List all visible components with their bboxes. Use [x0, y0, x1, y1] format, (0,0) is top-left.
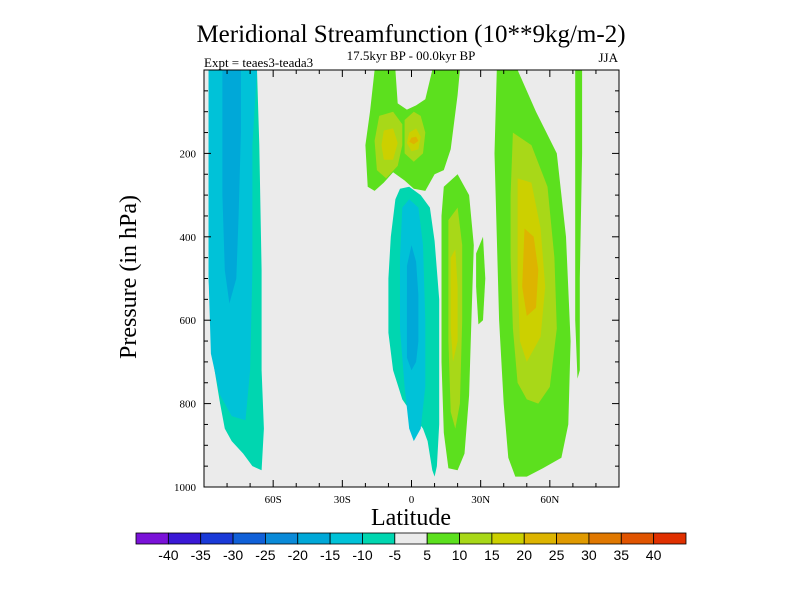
colorbar-box [200, 532, 234, 545]
contour-fills [208, 70, 583, 477]
y-axis-label: Pressure (in hPa) [116, 195, 142, 359]
nh-thin-positive [476, 236, 486, 325]
nh-subtropical-positive-level-3-polygon-2 [450, 249, 458, 362]
colorbar-box [329, 532, 363, 545]
colorbar-box [620, 532, 655, 545]
colorbar-box [265, 532, 299, 545]
colorbar-box [394, 532, 428, 545]
colorbar-label: 40 [646, 547, 662, 563]
colorbar-label: -20 [288, 547, 308, 563]
colorbar-label: -35 [191, 547, 211, 563]
y-tick-label: 200 [180, 148, 197, 160]
x-tick-label: 60N [540, 494, 559, 506]
colorbar-box [588, 532, 622, 545]
colorbar-box [523, 532, 557, 545]
chart-subtitle: 17.5kyr BP - 00.0kyr BP [347, 48, 476, 63]
colorbar-box [135, 532, 169, 545]
y-tick-label: 1000 [174, 482, 197, 494]
chart-title: Meridional Streamfunction (10**9kg/m-2) [196, 21, 625, 48]
colorbar-label: -30 [223, 547, 243, 563]
season-label: JJA [598, 50, 618, 65]
x-axis-ticks: 60S 30S 0 30N 60N [265, 70, 559, 506]
colorbar-label: 15 [484, 547, 500, 563]
nh-midlat-positive [494, 70, 571, 477]
y-tick-label: 400 [180, 232, 197, 244]
nh-thin-positive-level-1-polygon-0 [476, 236, 486, 325]
colorbar-label: -15 [320, 547, 340, 563]
colorbar: -40 -35 -30 -25 -20 -15 -10 -5 5 10 15 20 25 30 35 40 [135, 532, 687, 563]
nh-midlat-positive-level-4-polygon-3 [522, 228, 539, 316]
nh-subtropical-positive [441, 174, 474, 471]
x-tick-label: 0 [409, 494, 415, 506]
nh-edge-positive-level-1-polygon-0 [575, 70, 583, 379]
deep-tropical-negative-level-3-polygon-2 [406, 245, 419, 371]
x-tick-label: 30N [471, 494, 490, 506]
sh-westerly-cell-level-3-polygon-2 [222, 70, 241, 304]
minor-ticks [204, 70, 619, 487]
colorbar-label: -10 [352, 547, 372, 563]
colorbar-label: -25 [255, 547, 275, 563]
y-tick-label: 800 [180, 399, 197, 411]
colorbar-label: 30 [581, 547, 597, 563]
colorbar-box [167, 532, 202, 545]
colorbar-label: 25 [549, 547, 565, 563]
colorbar-label: 5 [423, 547, 431, 563]
colorbar-label: 10 [452, 547, 468, 563]
y-axis-ticks: 200 400 600 800 1000 [174, 148, 619, 494]
upper-tropical-positive-level-3-polygon-3 [381, 128, 398, 160]
colorbar-box [491, 532, 525, 545]
y-tick-label: 600 [180, 315, 197, 327]
upper-tropical-positive-level-4-polygon-5 [409, 136, 419, 145]
upper-tropical-positive [365, 70, 460, 191]
colorbar-label: 35 [614, 547, 630, 563]
deep-tropical-negative [388, 186, 440, 477]
nh-edge-positive [575, 70, 583, 379]
sh-westerly-cell [208, 70, 264, 471]
colorbar-label: 20 [516, 547, 532, 563]
colorbar-box [297, 532, 331, 545]
colorbar-box [556, 532, 590, 545]
colorbar-box [459, 532, 493, 545]
colorbar-box [426, 532, 460, 545]
colorbar-label: -5 [389, 547, 402, 563]
x-axis-label: Latitude [371, 505, 451, 531]
colorbar-box [653, 532, 687, 545]
colorbar-box [232, 532, 266, 545]
x-tick-label: 60S [265, 494, 282, 506]
experiment-label: Expt = teaes3-teada3 [204, 55, 313, 70]
colorbar-label: -40 [158, 547, 178, 563]
colorbar-box [362, 532, 396, 545]
plot-area: 60S 30S 0 30N 60N 200 400 600 800 1000 [174, 69, 620, 506]
x-tick-label: 30S [334, 494, 351, 506]
